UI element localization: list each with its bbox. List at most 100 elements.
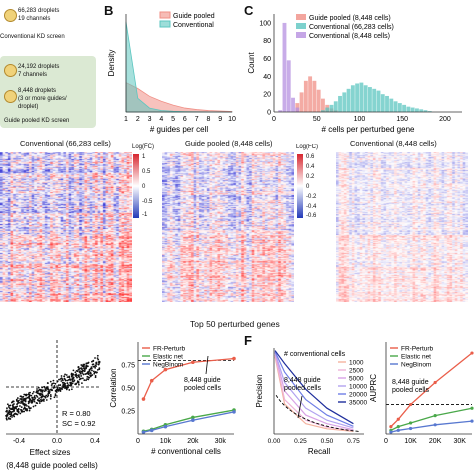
series-point xyxy=(232,356,236,361)
scatter-point xyxy=(66,382,69,385)
pr-curve xyxy=(274,353,354,431)
scatter-point xyxy=(14,406,17,409)
conventional-screen-title: Conventional KD screen xyxy=(0,34,65,40)
scatter-point xyxy=(54,394,57,397)
panel-f-letter: F xyxy=(244,333,252,348)
heatmap-title-3: Conventional (8,448 cells) xyxy=(350,139,437,148)
scatter-point xyxy=(76,381,79,384)
scatter-point xyxy=(44,389,47,392)
scatter-point xyxy=(33,400,36,403)
hist-bar xyxy=(333,101,338,112)
x-tick-label: 20k xyxy=(187,438,199,445)
legend-label: FR-Perturb xyxy=(401,346,434,353)
scatter-point xyxy=(37,389,40,392)
scatter-point xyxy=(72,373,74,376)
hist-bar xyxy=(342,92,347,112)
scatter-point xyxy=(19,405,21,407)
scatter-point xyxy=(8,404,10,407)
series-point xyxy=(396,417,400,421)
scatter-point xyxy=(86,372,89,375)
row3-line3: droplet) xyxy=(18,104,39,110)
x-tick-label: 9 xyxy=(218,116,222,123)
scatter-point xyxy=(10,412,13,415)
hist-bar xyxy=(380,94,385,112)
scatter-point xyxy=(19,395,22,398)
scatter-point xyxy=(93,365,96,368)
series-point xyxy=(433,414,437,418)
colorbar-tick: 0 xyxy=(306,184,310,190)
scatter-point xyxy=(33,395,36,397)
series-point xyxy=(433,423,437,427)
scatter-point xyxy=(82,373,85,376)
density-area-0 xyxy=(125,81,233,113)
row2-line1: 24,192 droplets xyxy=(18,64,60,70)
r-annotation: R = 0.80 xyxy=(62,409,91,418)
series-point xyxy=(470,351,474,355)
x-tick-label: 0.25 xyxy=(294,438,307,445)
scatter-point xyxy=(81,370,84,373)
scatter-point xyxy=(31,392,34,395)
scatter-point xyxy=(93,372,96,375)
series-line xyxy=(143,411,235,433)
scatter-point xyxy=(45,399,48,401)
annotation-line: pooled cells xyxy=(284,385,321,392)
scatter-point xyxy=(57,384,60,387)
scatter-point xyxy=(23,410,26,413)
scatter-point xyxy=(80,364,83,366)
scatter-point xyxy=(58,378,60,381)
scatter-point xyxy=(25,394,28,397)
y-tick-label: 0.25 xyxy=(121,409,135,416)
legend-label: Conventional (8,448 cells) xyxy=(309,33,390,40)
scatter-point xyxy=(32,405,35,408)
scatter-point xyxy=(32,398,34,400)
scatter-point xyxy=(35,394,38,397)
series-point xyxy=(389,425,393,429)
scatter-point xyxy=(98,367,101,370)
hist-bar xyxy=(303,80,308,112)
legend-label: NegBinom xyxy=(401,362,431,369)
hist-bar xyxy=(410,107,415,112)
scatter-point xyxy=(67,384,69,387)
legend-swatch xyxy=(296,32,306,38)
scatter-point xyxy=(97,363,100,366)
scatter-point xyxy=(87,362,89,364)
hist-bar xyxy=(282,22,287,113)
y-axis-label: Count xyxy=(247,52,256,74)
x-tick-label: 6 xyxy=(183,116,187,123)
scatter-point xyxy=(49,397,52,400)
series-point xyxy=(396,428,400,432)
heatmap-conventional-8448 xyxy=(336,152,468,302)
x-tick-label: 30k xyxy=(215,438,227,445)
scatter-point xyxy=(76,376,78,379)
scatter-point xyxy=(36,388,38,390)
scatter-point xyxy=(85,379,87,382)
colorbar-tick: -0.5 xyxy=(142,199,153,205)
scatter-point xyxy=(6,414,9,417)
scatter-point xyxy=(49,380,52,383)
scatter-point xyxy=(26,404,28,407)
series-point xyxy=(470,406,474,410)
scatter-point xyxy=(6,411,8,413)
legend-label: Elastic net xyxy=(401,354,431,361)
scatter-point xyxy=(97,361,100,363)
series-line xyxy=(390,420,473,433)
scatter-point xyxy=(94,375,97,377)
scatter-point xyxy=(92,370,95,373)
hist-bar xyxy=(355,83,360,112)
hist-bar xyxy=(427,111,432,112)
row1-line2: 19 channels xyxy=(18,16,51,22)
legend-swatch xyxy=(296,14,306,20)
pr-curve xyxy=(274,352,354,429)
scatter-point xyxy=(88,369,91,371)
x-tick-label: 7 xyxy=(195,116,199,123)
hist-bar xyxy=(312,80,317,112)
x-axis-label: # guides per cell xyxy=(150,125,208,134)
scatter-point xyxy=(63,375,66,378)
scatter-point xyxy=(11,416,13,418)
scatter-point xyxy=(75,375,77,378)
colorbar-right xyxy=(297,154,303,218)
scatter-point xyxy=(26,408,28,410)
scatter-point xyxy=(41,393,44,395)
scatter-point xyxy=(59,384,62,386)
